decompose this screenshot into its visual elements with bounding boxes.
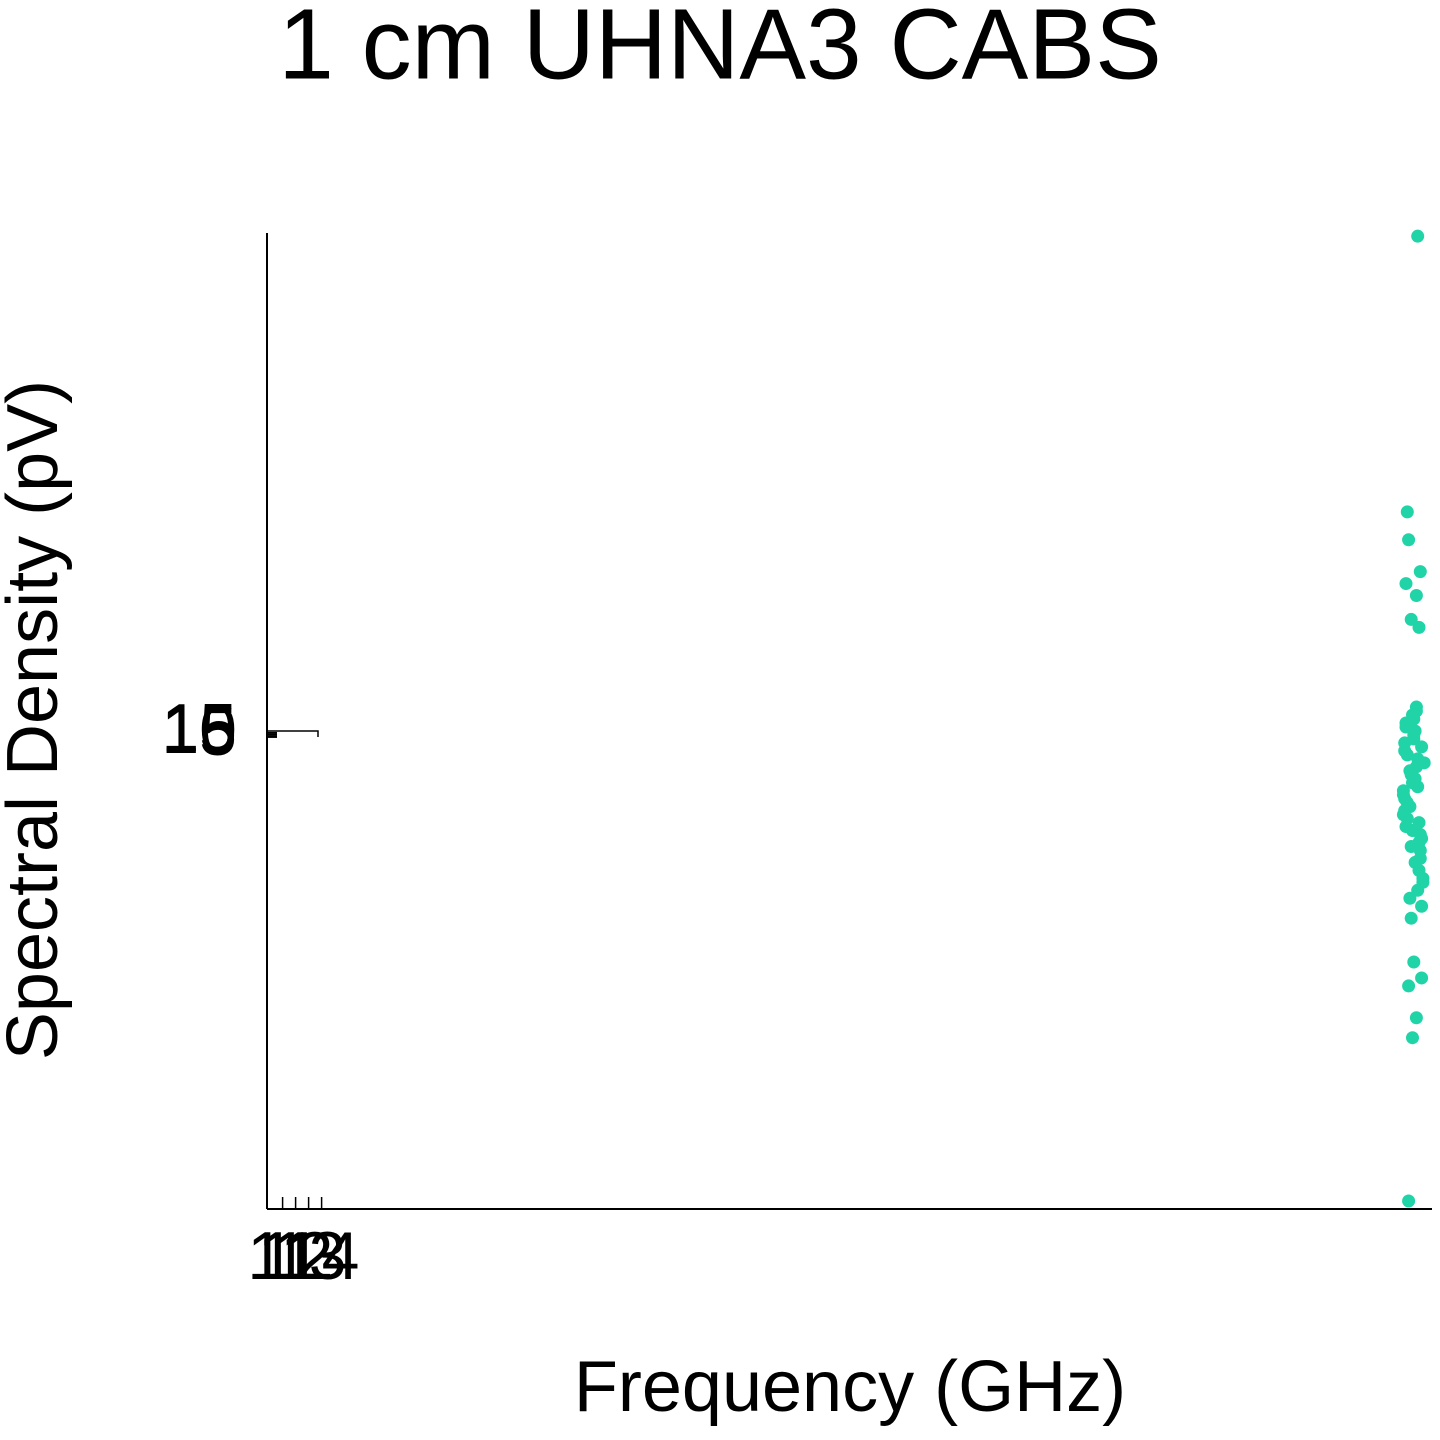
x-tick-label: 13 <box>271 1218 347 1294</box>
point <box>1412 816 1426 830</box>
point <box>1409 760 1423 774</box>
x-tick-label: 11 <box>247 1218 318 1294</box>
point <box>1396 784 1410 798</box>
point <box>1404 911 1418 925</box>
y-tick-label: 5 <box>199 694 237 770</box>
y-tick-label: 15 <box>161 690 237 766</box>
point <box>1402 533 1416 547</box>
point <box>1412 620 1426 634</box>
point <box>1416 875 1430 889</box>
point <box>1404 612 1418 626</box>
x-tick-label: 12 <box>258 1218 334 1294</box>
x-tick-label: 14 <box>284 1218 360 1294</box>
point <box>1408 772 1422 786</box>
point <box>1413 843 1427 857</box>
point <box>1402 1194 1416 1208</box>
point <box>1409 589 1423 603</box>
point <box>1400 796 1414 810</box>
point <box>1412 863 1426 877</box>
point <box>1413 565 1427 579</box>
point <box>1398 736 1412 750</box>
point <box>1409 1011 1423 1025</box>
point <box>1399 577 1413 591</box>
point <box>1415 899 1429 913</box>
point <box>1403 891 1417 905</box>
point <box>1415 832 1429 846</box>
point <box>1415 971 1429 985</box>
y-axis-label: Spectral Density (pV) <box>0 380 73 1060</box>
point <box>1402 979 1416 993</box>
point <box>1411 229 1425 243</box>
point <box>1407 712 1421 726</box>
point <box>1407 955 1421 969</box>
point <box>1399 720 1413 734</box>
x-axis-label: Frequency (GHz) <box>574 1347 1126 1427</box>
point <box>1405 1031 1419 1045</box>
point <box>1400 505 1414 519</box>
point <box>1415 740 1429 754</box>
inset-frame <box>267 730 319 737</box>
y-tick-label: 10 <box>161 692 237 768</box>
chart-title: 1 cm UHNA3 CABS <box>278 0 1162 100</box>
